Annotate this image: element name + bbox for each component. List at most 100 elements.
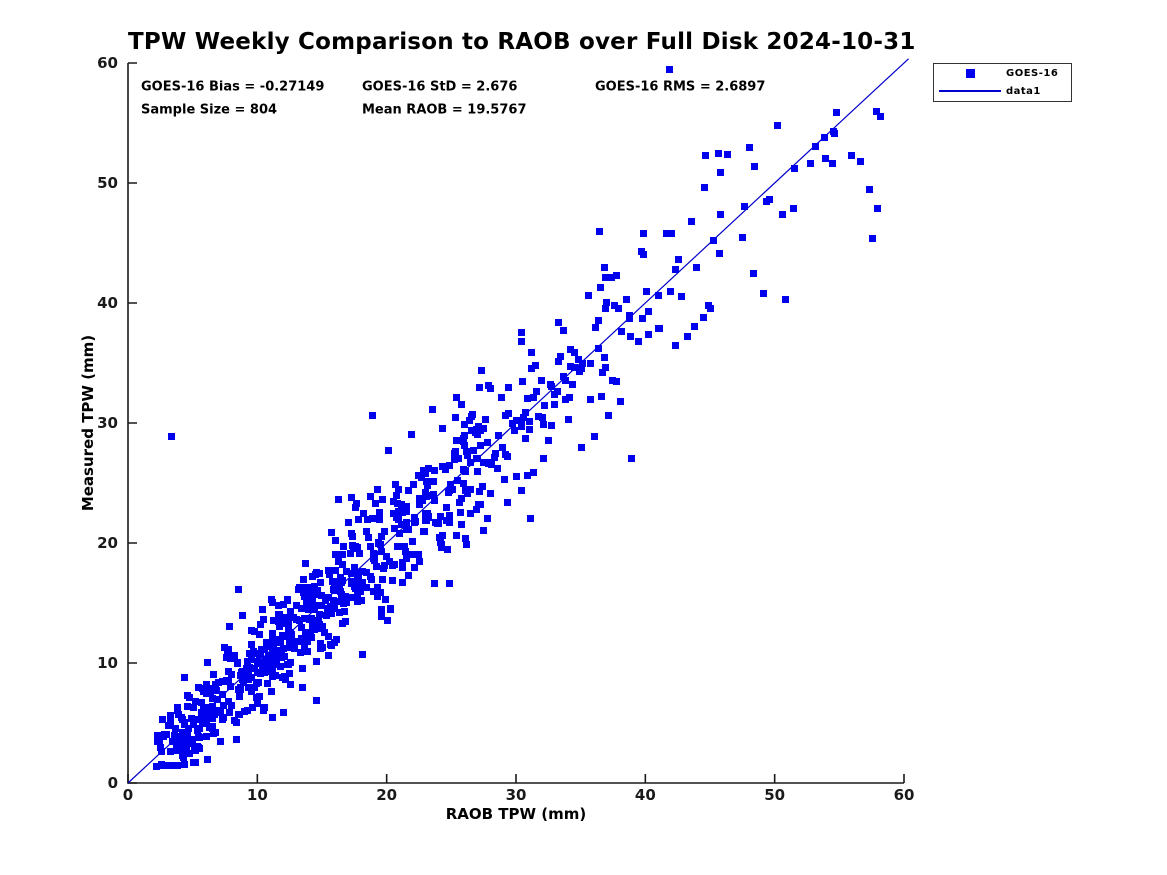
scatter-point [399,564,406,571]
scatter-point [372,500,379,507]
scatter-point [351,564,358,571]
scatter-point [378,548,385,555]
scatter-point [526,418,533,425]
scatter-point [495,432,502,439]
legend-box: GOES-16 data1 [933,63,1072,102]
scatter-point [378,533,385,540]
scatter-point [276,611,283,618]
scatter-point [566,394,573,401]
scatter-point [377,541,384,548]
scatter-point [239,612,246,619]
scatter-point [355,571,362,578]
axis-ticks [127,62,905,784]
scatter-point [374,584,381,591]
scatter-point [180,745,187,752]
scatter-point [270,640,277,647]
scatter-point [504,453,511,460]
scatter-point [292,638,299,645]
scatter-point [522,409,529,416]
scatter-point [473,506,480,513]
scatter-point [848,152,855,159]
scatter-point [395,486,402,493]
scatter-point [701,184,708,191]
scatter-point [431,467,438,474]
scatter-point [468,427,475,434]
scatter-point [717,211,724,218]
scatter-point [298,605,305,612]
scatter-point [237,672,244,679]
scatter-point [343,599,350,606]
scatter-point [195,684,202,691]
scatter-point [857,158,864,165]
stat-mean-raob: Mean RAOB = 19.5767 [362,102,527,118]
scatter-point [336,598,343,605]
scatter-point [391,525,398,532]
scatter-point [300,576,307,583]
scatter-point [167,718,174,725]
scatter-point [750,270,757,277]
scatter-point [425,514,432,521]
scatter-point [348,580,355,587]
scatter-point [423,478,430,485]
x-tick-label-40: 40 [635,786,656,804]
scatter-point [760,290,767,297]
scatter-point [763,198,770,205]
scatter-point [331,639,338,646]
x-tick-label-50: 50 [764,786,785,804]
scatter-point [369,515,376,522]
scatter-point [377,589,384,596]
scatter-point [443,504,450,511]
scatter-point [463,448,470,455]
scatter-point [533,388,540,395]
scatter-point [470,447,477,454]
scatter-point [165,722,172,729]
scatter-point [339,551,346,558]
scatter-point [184,740,191,747]
scatter-point [385,447,392,454]
scatter-point [571,349,578,356]
scatter-point [220,702,227,709]
scatter-point [203,714,210,721]
stat-rms: GOES-16 RMS = 2.6897 [595,79,766,95]
scatter-point [332,567,339,574]
scatter-point [415,551,422,558]
scatter-point [180,754,187,761]
scatter-point [370,555,377,562]
scatter-point [254,700,261,707]
scatter-point [209,715,216,722]
scatter-point [300,584,307,591]
scatter-point [359,579,366,586]
scatter-point [239,676,246,683]
scatter-point [596,228,603,235]
scatter-point [432,519,439,526]
scatter-point [416,495,423,502]
scatter-point [310,619,317,626]
y-axis-label: Measured TPW (mm) [79,334,97,512]
scatter-point [286,670,293,677]
scatter-point [403,519,410,526]
scatter-point [269,667,276,674]
scatter-point [401,543,408,550]
scatter-point [751,163,758,170]
scatter-point [312,602,319,609]
scatter-point [667,288,674,295]
scatter-point [313,658,320,665]
scatter-point [693,264,700,271]
scatter-point [528,349,535,356]
scatter-point [480,459,487,466]
scatter-point [430,478,437,485]
scatter-point [190,704,197,711]
scatter-point [399,559,406,566]
scatter-point [422,510,429,517]
scatter-point [154,732,161,739]
scatter-point [576,368,583,375]
scatter-point [565,416,572,423]
scatter-point [325,567,332,574]
scatter-point [601,354,608,361]
scatter-point [338,579,345,586]
scatter-point [655,292,662,299]
scatter-point [424,492,431,499]
scatter-point [264,680,271,687]
scatter-point [394,500,401,507]
x-tick-label-30: 30 [506,786,527,804]
